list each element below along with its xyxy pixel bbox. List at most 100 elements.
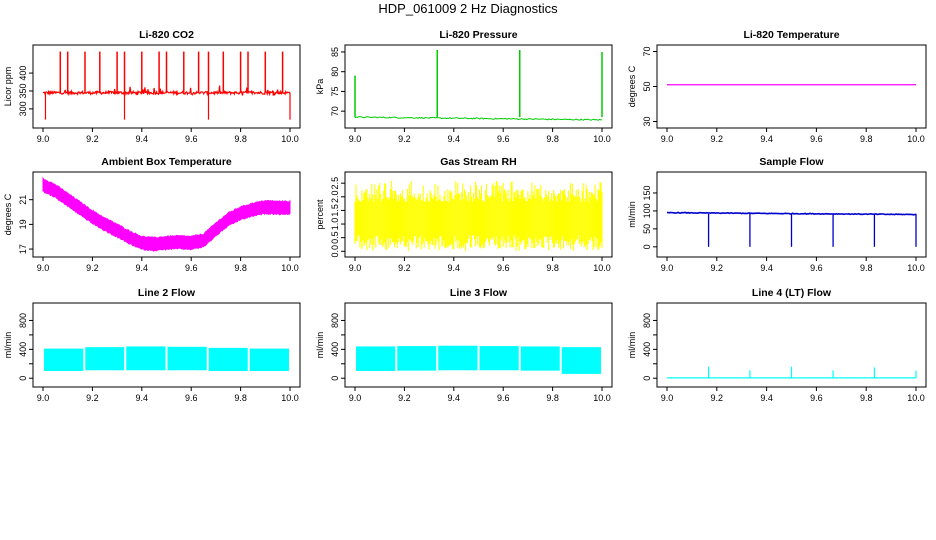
x-tick-label: 9.6	[185, 134, 198, 144]
y-tick-label: 70	[330, 106, 340, 116]
panel-line4-flow: Line 4 (LT) Flow 9.0 9.2 9.4 9.6 9.8 10.0 0 400 8…	[627, 287, 927, 403]
y-tick-label: 17	[18, 244, 28, 254]
y-axis-label: degrees C	[627, 65, 637, 107]
x-tick-label: 9.2	[86, 393, 99, 403]
flow-band	[438, 345, 478, 371]
y-tick-label: 0	[642, 376, 652, 381]
panel-co2: Li-820 CO2 9.0 9.2 9.4 9.6 9.8 10.0 300 350 400 Li…	[3, 29, 301, 144]
x-tick-label: 9.0	[661, 393, 674, 403]
x-tick-label: 9.0	[37, 393, 50, 403]
panel-line2-flow: Line 2 Flow 9.0 9.2 9.4 9.6 9.8 10.0 0 400 800 ml/…	[3, 287, 301, 403]
flow-band	[356, 346, 396, 371]
x-tick-label: 9.4	[760, 134, 773, 144]
x-tick-label: 9.2	[398, 393, 411, 403]
panel-pressure: Li-820 Pressure 9.0 9.2 9.4 9.6 9.8 10.0 70 75 80…	[315, 29, 613, 144]
x-tick-label: 9.6	[810, 393, 823, 403]
y-tick-label: 400	[18, 66, 28, 81]
x-tick-label: 9.8	[860, 263, 873, 273]
y-tick-label: 80	[330, 67, 340, 77]
y-axis-label: kPa	[315, 79, 325, 95]
y-tick-label: 800	[18, 313, 28, 328]
panel-licor-temp: Li-820 Temperature 9.0 9.2 9.4 9.6 9.8 10.0 30 5…	[627, 29, 927, 144]
y-axis-label: Licor ppm	[3, 67, 13, 107]
chart-title: Li-820 CO2	[139, 29, 194, 41]
x-tick-label: 9.0	[349, 263, 362, 273]
y-tick-label: 30	[642, 116, 652, 126]
y-axis-label: ml/min	[3, 332, 13, 359]
y-axis-label: ml/min	[627, 201, 637, 228]
x-tick-label: 10.0	[593, 134, 611, 144]
y-tick-label: 400	[18, 342, 28, 357]
x-tick-label: 9.6	[497, 263, 510, 273]
chart-title: Li-820 Pressure	[439, 29, 517, 41]
flow-band	[167, 346, 207, 371]
y-tick-label: 100	[642, 203, 652, 218]
x-tick-label: 9.6	[810, 263, 823, 273]
x-tick-label: 9.8	[234, 263, 247, 273]
x-tick-label: 9.2	[86, 263, 99, 273]
x-tick-label: 9.2	[711, 393, 724, 403]
y-tick-label: 75	[330, 86, 340, 96]
x-tick-label: 9.2	[711, 134, 724, 144]
plot-frame	[32, 302, 301, 388]
y-tick-label: 800	[330, 313, 340, 328]
x-tick-label: 9.8	[546, 263, 559, 273]
y-tick-label: 50	[642, 81, 652, 91]
plot-frame	[656, 44, 927, 129]
chart-title: Ambient Box Temperature	[101, 156, 232, 168]
x-tick-label: 10.0	[907, 263, 925, 273]
page-title: HDP_061009 2 Hz Diagnostics	[378, 1, 558, 16]
x-tick-label: 9.6	[810, 134, 823, 144]
y-tick-label: 400	[330, 342, 340, 357]
x-tick-label: 9.4	[760, 393, 773, 403]
x-tick-label: 9.0	[37, 134, 50, 144]
flow-band	[208, 347, 248, 371]
series-line	[354, 116, 603, 121]
chart-title: Li-820 Temperature	[743, 29, 839, 41]
y-tick-label: 800	[642, 313, 652, 328]
x-tick-label: 9.0	[661, 263, 674, 273]
panel-line3-flow: Line 3 Flow 9.0 9.2 9.4 9.6 9.8 10.0 0 400 800 ml/…	[315, 287, 613, 403]
chart-title: Line 4 (LT) Flow	[752, 287, 832, 299]
y-tick-label: 0.0	[330, 245, 340, 258]
y-tick-label: 1.5	[330, 204, 340, 217]
panel-gas-rh: Gas Stream RH9.0 9.2 9.4 9.6 9.8 10.00.00.51.…	[315, 156, 613, 273]
y-axis-label: ml/min	[627, 332, 637, 359]
x-tick-label: 9.0	[661, 134, 674, 144]
x-tick-label: 10.0	[593, 393, 611, 403]
x-tick-label: 9.8	[860, 134, 873, 144]
x-tick-label: 9.8	[234, 134, 247, 144]
x-tick-label: 10.0	[593, 263, 611, 273]
x-tick-label: 9.4	[448, 134, 461, 144]
x-tick-label: 9.2	[711, 263, 724, 273]
x-tick-label: 9.8	[234, 393, 247, 403]
plot-frame	[656, 171, 927, 258]
x-tick-label: 10.0	[281, 134, 299, 144]
x-tick-label: 9.4	[136, 393, 149, 403]
panel-ambient-temp: Ambient Box Temperature 9.0 9.2 9.4 9.6 9.8 10…	[3, 156, 301, 273]
y-tick-label: 2.0	[330, 191, 340, 204]
y-tick-label: 70	[642, 46, 652, 56]
flow-band	[561, 347, 601, 374]
panel-sample-flow: Sample Flow 9.0 9.2 9.4 9.6 9.8 10.0 0 50 100 150 m…	[627, 156, 927, 273]
y-tick-label: 50	[642, 224, 652, 234]
flow-band	[126, 346, 166, 371]
x-tick-label: 9.6	[185, 393, 198, 403]
y-tick-label: 0	[330, 376, 340, 381]
x-tick-label: 9.2	[398, 263, 411, 273]
y-tick-label: 350	[18, 83, 28, 98]
y-tick-label: 0	[642, 244, 652, 249]
y-axis-label: degrees C	[3, 193, 13, 235]
x-tick-label: 9.6	[497, 134, 510, 144]
x-tick-label: 9.8	[860, 393, 873, 403]
x-tick-label: 9.6	[497, 393, 510, 403]
x-tick-label: 9.0	[349, 393, 362, 403]
plot-frame	[344, 171, 613, 258]
y-tick-label: 400	[642, 342, 652, 357]
flow-band	[397, 346, 437, 371]
x-tick-label: 9.2	[86, 134, 99, 144]
plot-frame	[344, 302, 613, 388]
chart-title: Line 2 Flow	[138, 287, 196, 299]
x-tick-label: 10.0	[907, 393, 925, 403]
